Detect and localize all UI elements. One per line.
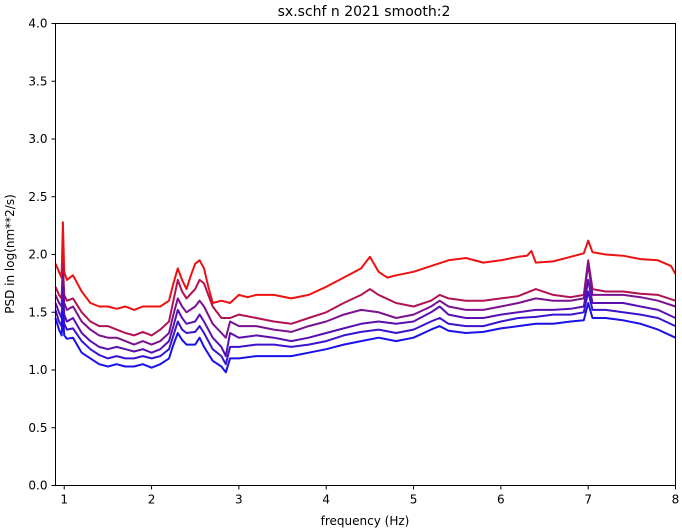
x-tick-label: 8 xyxy=(672,493,680,507)
y-tick-label: 0.5 xyxy=(28,421,47,435)
y-tick-label: 3.5 xyxy=(28,74,47,88)
x-tick-label: 5 xyxy=(410,493,418,507)
x-tick-label: 3 xyxy=(235,493,243,507)
y-tick-label: 2.5 xyxy=(28,190,47,204)
x-tick-label: 6 xyxy=(497,493,505,507)
x-tick-label: 1 xyxy=(60,493,68,507)
series-line-4 xyxy=(54,278,676,358)
x-tick-label: 2 xyxy=(148,493,156,507)
y-tick-label: 1.0 xyxy=(28,363,47,377)
x-tick-label: 4 xyxy=(322,493,330,507)
series-line-3 xyxy=(54,262,676,346)
y-tick-label: 1.5 xyxy=(28,305,47,319)
y-axis-label: PSD in log(nm**2/s) xyxy=(3,194,17,314)
y-axis-ticks: 0.0 0.5 1.0 1.5 2.0 2.5 3.0 3.5 4.0 xyxy=(28,17,56,493)
series-line-6 xyxy=(54,302,676,374)
series-line-2 xyxy=(54,259,676,337)
series-layer xyxy=(54,221,677,374)
x-tick-label: 7 xyxy=(584,493,592,507)
y-tick-label: 0.0 xyxy=(28,479,47,493)
y-tick-label: 2.0 xyxy=(28,248,47,262)
x-axis-ticks: 1 2 3 4 5 6 7 8 xyxy=(60,485,680,507)
chart-title: sx.schf n 2021 smooth:2 xyxy=(278,4,451,20)
series-line-5 xyxy=(54,290,676,366)
x-axis-label: frequency (Hz) xyxy=(321,514,410,528)
y-tick-label: 4.0 xyxy=(28,17,47,31)
y-tick-label: 3.0 xyxy=(28,132,47,146)
plot-frame xyxy=(55,23,676,486)
series-line-1 xyxy=(54,221,677,311)
